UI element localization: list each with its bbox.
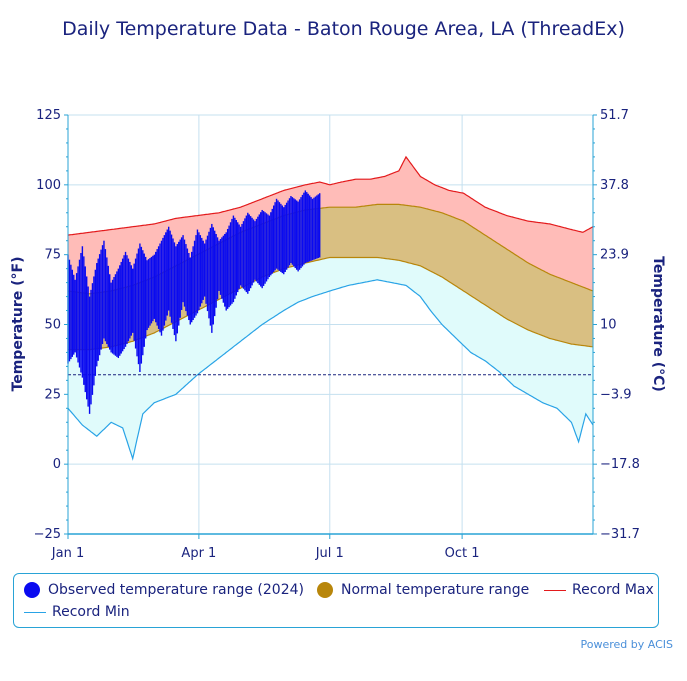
legend-record-min[interactable]: Record Min (24, 604, 130, 620)
powered-by-credit[interactable]: Powered by ACIS (580, 638, 674, 651)
legend-record-max-label: Record Max (572, 582, 654, 598)
x-tick-label: Jul 1 (315, 546, 344, 561)
y-tick-label: 125 (36, 108, 61, 123)
y-tick-label: −25 (34, 527, 61, 542)
y-tick-label: 0 (53, 457, 61, 472)
legend-normal-label: Normal temperature range (341, 582, 530, 598)
legend-normal-marker (317, 582, 333, 598)
legend-observed-label: Observed temperature range (2024) (48, 582, 304, 598)
y2-tick-label: 10 (600, 318, 617, 333)
chart-title: Daily Temperature Data - Baton Rouge Are… (62, 18, 625, 40)
chart-plot: −25 −31.7 0 −17.8 25 −3.9 50 10 75 23.9 100 37.8 125… (10, 108, 666, 561)
y2-tick-label: 51.7 (600, 108, 629, 123)
x-tick-label: Oct 1 (445, 546, 480, 561)
normal-temperature-band (68, 204, 593, 350)
legend-record-min-label: Record Min (52, 604, 130, 620)
y2-tick-label: −17.8 (600, 457, 640, 472)
y2-tick-label: −3.9 (600, 387, 632, 402)
legend-record-max-marker (544, 589, 566, 591)
observed-bars-layer (67, 190, 321, 414)
legend-normal[interactable]: Normal temperature range (317, 582, 529, 598)
record-max-band (68, 156, 593, 294)
legend-observed[interactable]: Observed temperature range (2024) (24, 582, 304, 598)
record-min-line (67, 279, 594, 461)
normal-low-line (68, 256, 594, 351)
y2-tick-label: 37.8 (600, 178, 629, 193)
y2-tick-label: −31.7 (600, 527, 640, 542)
y-axis-title: Temperature (°F) (10, 257, 26, 392)
legend-record-min-marker (24, 611, 46, 613)
legend: Observed temperature range (2024) Normal… (13, 573, 659, 628)
axes-layer: −25 −31.7 0 −17.8 25 −3.9 50 10 75 23.9 100 37.8 125… (34, 108, 640, 561)
y-tick-label: 25 (44, 387, 61, 402)
x-tick-label: Apr 1 (181, 546, 216, 561)
record-min-band (68, 257, 593, 459)
y2-tick-label: 23.9 (600, 248, 629, 263)
record-max-line (67, 155, 594, 236)
y2-axis-title: Temperature (°C) (650, 256, 666, 392)
y-tick-label: 50 (44, 318, 61, 333)
legend-record-max[interactable]: Record Max (544, 582, 654, 598)
y-tick-label: 75 (44, 248, 61, 263)
legend-observed-marker (24, 582, 40, 598)
y-tick-label: 100 (36, 178, 61, 193)
x-tick-label: Jan 1 (51, 546, 84, 561)
